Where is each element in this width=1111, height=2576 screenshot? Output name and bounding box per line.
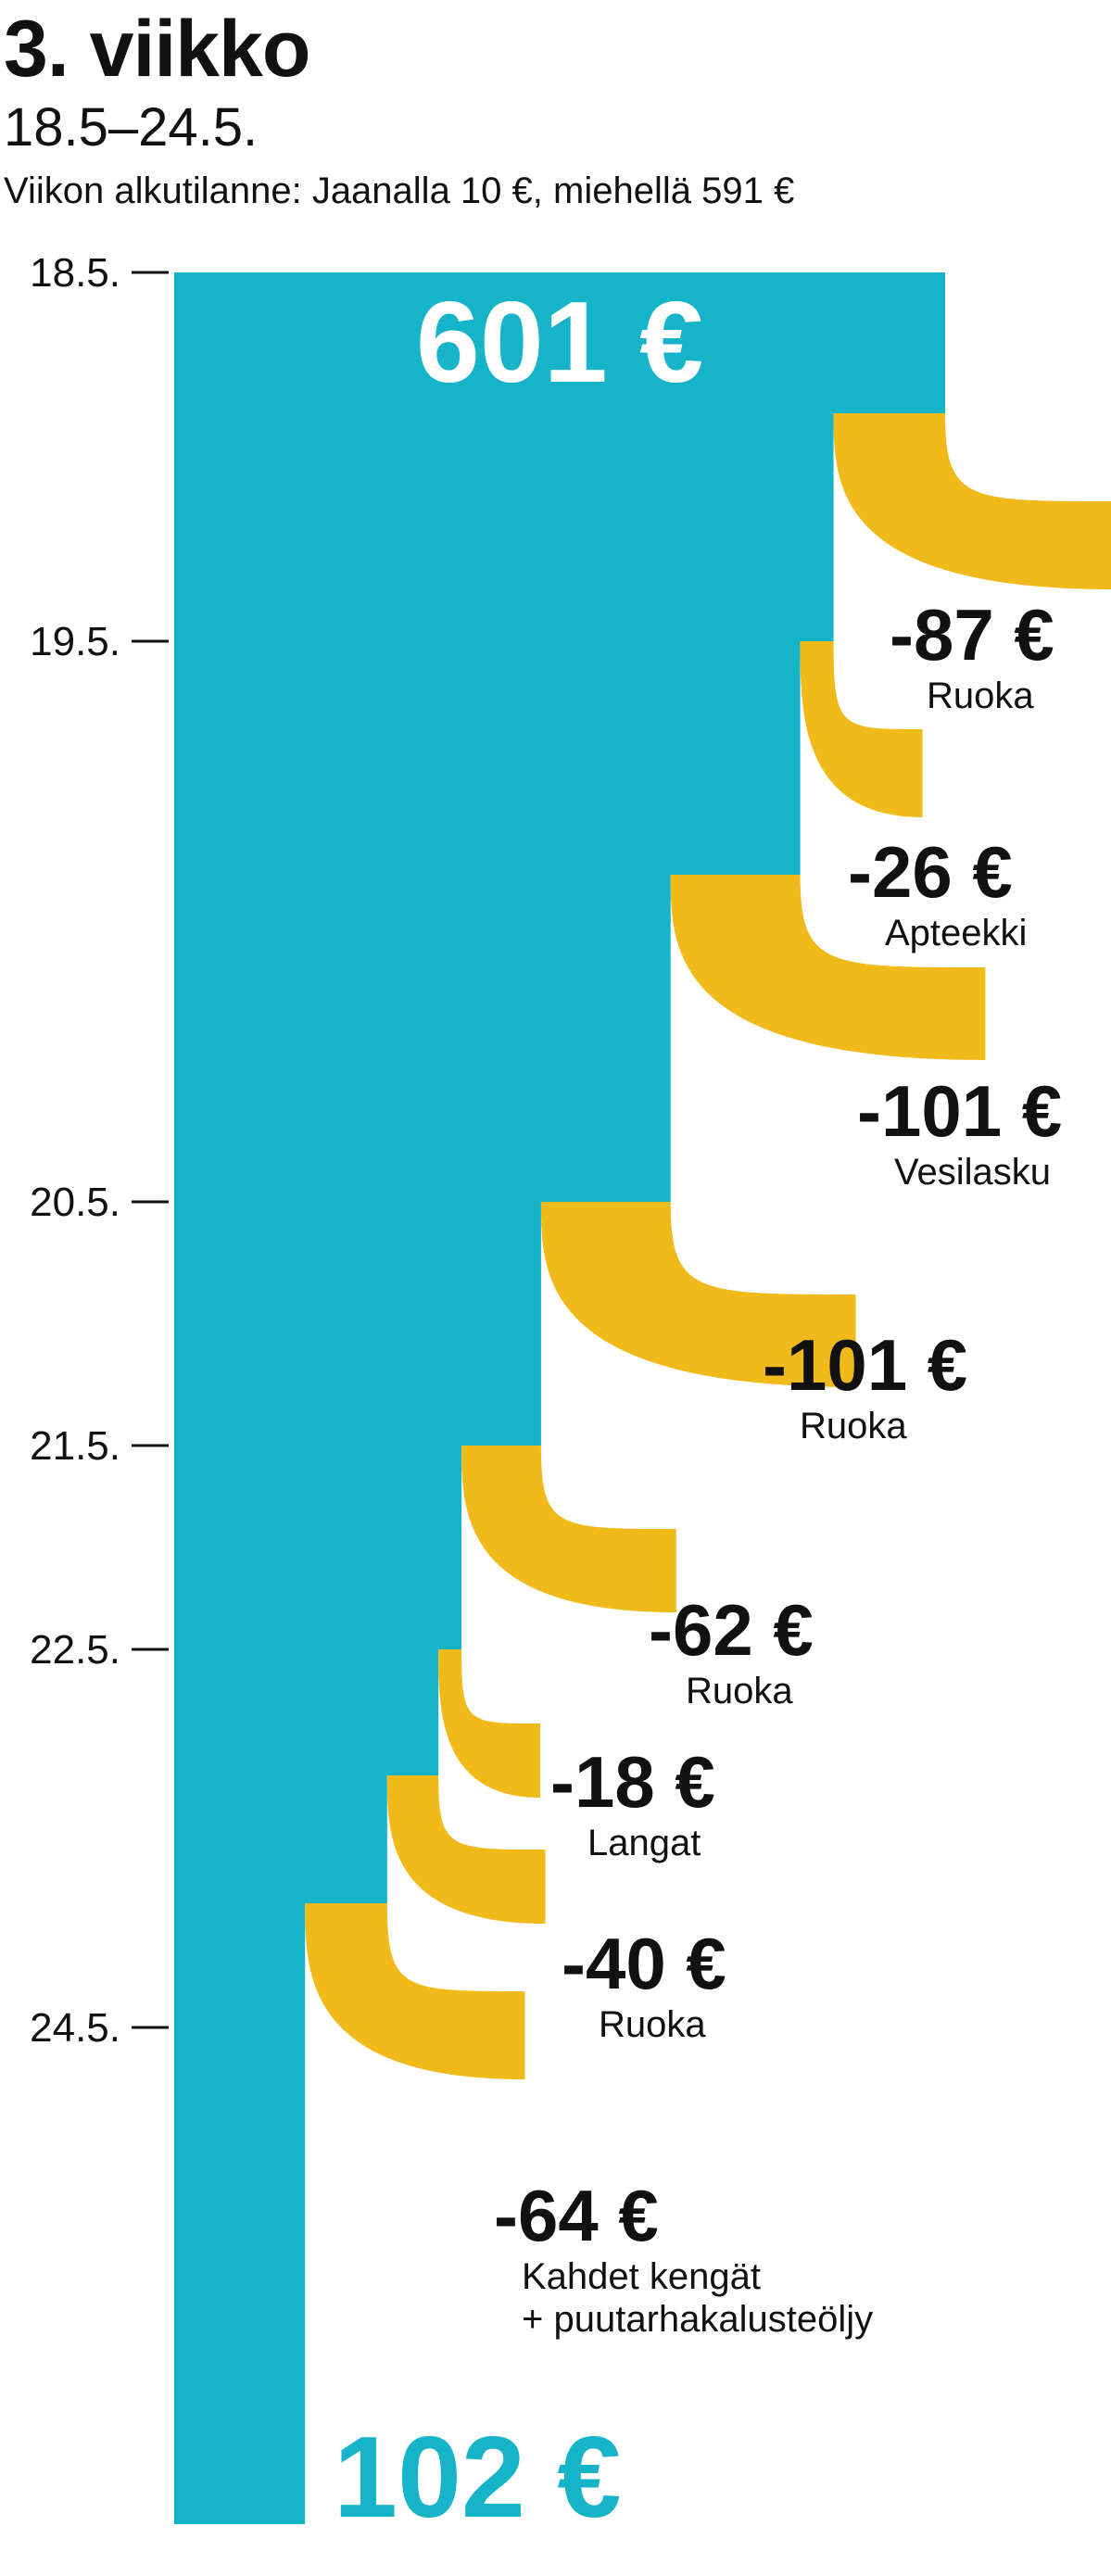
balance-bar bbox=[174, 1649, 439, 1775]
expense-category-label: Vesilasku bbox=[894, 1152, 1051, 1193]
expense-category-label: Ruoka bbox=[800, 1406, 907, 1446]
balance-bar bbox=[174, 641, 801, 875]
expense-flow bbox=[833, 413, 1111, 589]
expense-category-label: Langat bbox=[587, 1823, 701, 1863]
expense-amount-label: -18 € bbox=[550, 1741, 715, 1823]
expense-amount-label: -101 € bbox=[763, 1324, 967, 1406]
date-range-subtitle: 18.5–24.5. bbox=[4, 97, 259, 158]
balance-bar bbox=[174, 1202, 541, 1446]
expense-flow bbox=[461, 1446, 676, 1612]
expense-category-label: + puutarhakalusteöljy bbox=[522, 2299, 873, 2340]
balance-bar bbox=[174, 1446, 462, 1649]
expense-amount-label: -87 € bbox=[890, 594, 1054, 676]
date-tick-label: 21.5. bbox=[30, 1423, 120, 1469]
expense-category-label: Ruoka bbox=[686, 1671, 793, 1711]
balance-bar bbox=[174, 413, 834, 641]
expense-category-label: Kahdet kengät bbox=[522, 2256, 761, 2297]
balance-bar bbox=[174, 875, 671, 1202]
expense-amount-label: -62 € bbox=[649, 1589, 814, 1671]
expense-flow bbox=[305, 1903, 525, 2079]
expense-category-label: Ruoka bbox=[927, 676, 1034, 716]
balance-bar bbox=[174, 1775, 387, 1903]
page-title: 3. viikko bbox=[4, 5, 310, 94]
expense-amount-label: -64 € bbox=[494, 2175, 659, 2256]
start-balance-label: 601 € bbox=[416, 279, 703, 407]
expense-amount-label: -101 € bbox=[857, 1070, 1062, 1152]
week-start-note: Viikon alkutilanne: Jaanalla 10 €, miehe… bbox=[4, 170, 795, 211]
date-tick-label: 18.5. bbox=[30, 250, 120, 296]
expense-flow bbox=[670, 875, 986, 1060]
expense-category-label: Ruoka bbox=[599, 2004, 706, 2045]
expense-amount-label: -26 € bbox=[848, 831, 1013, 913]
start-balance-bar bbox=[174, 272, 945, 413]
expense-flow bbox=[438, 1649, 541, 1798]
end-balance-label: 102 € bbox=[334, 2414, 621, 2542]
date-tick-label: 20.5. bbox=[30, 1180, 120, 1225]
expense-amount-label: -40 € bbox=[562, 1923, 726, 2004]
expense-flow bbox=[800, 641, 923, 817]
date-tick-label: 24.5. bbox=[30, 2005, 120, 2051]
expense-flow bbox=[540, 1202, 856, 1387]
expense-flow bbox=[386, 1775, 546, 1924]
date-tick-label: 22.5. bbox=[30, 1627, 120, 1673]
expense-category-label: Apteekki bbox=[885, 913, 1027, 953]
date-tick-label: 19.5. bbox=[30, 619, 120, 664]
balance-bar bbox=[174, 1903, 306, 2524]
